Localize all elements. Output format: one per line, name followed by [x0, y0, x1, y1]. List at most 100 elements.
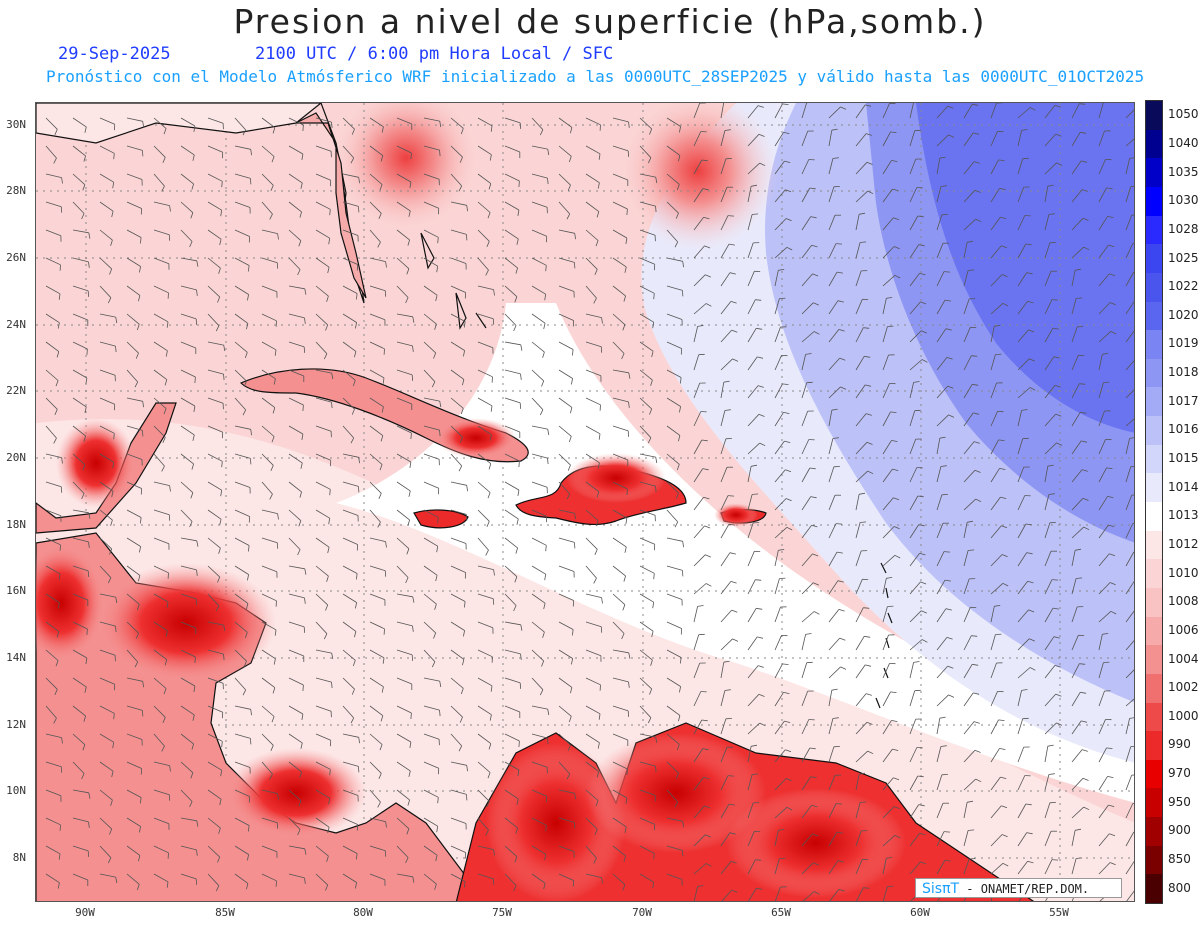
- pressure-map: [35, 102, 1135, 902]
- wind-barb-staff: [828, 357, 840, 371]
- wind-barb-flag: [355, 882, 357, 889]
- wind-barb-flag: [466, 234, 468, 241]
- wind-barb-flag: [462, 659, 465, 666]
- wind-barb-staff: [504, 173, 520, 182]
- wind-barb-staff: [315, 649, 332, 654]
- wind-barb-staff: [342, 789, 359, 796]
- wind-barb-flag: [836, 831, 843, 834]
- wind-barb-flag: [162, 157, 166, 163]
- wind-barb-staff: [693, 583, 707, 595]
- wind-barb-flag: [272, 407, 276, 414]
- wind-barb-staff: [99, 789, 113, 801]
- wind-barb-staff: [909, 467, 918, 483]
- wind-barb-staff: [45, 817, 61, 826]
- wind-barb-flag: [647, 157, 652, 164]
- wind-barb-staff: [99, 229, 113, 241]
- wind-barb-flag: [486, 241, 490, 247]
- wind-barb-flag: [304, 848, 307, 855]
- wind-barb-flag: [832, 437, 839, 439]
- wind-barb-flag: [729, 552, 736, 555]
- wind-barb-staff: [99, 733, 114, 743]
- wind-barb-staff: [180, 873, 197, 880]
- wind-barb-flag: [1051, 299, 1059, 301]
- wind-barb-flag: [655, 737, 658, 744]
- wind-barb-staff: [504, 341, 521, 346]
- wind-barb-staff: [126, 145, 143, 151]
- wind-barb-staff: [693, 634, 700, 651]
- wind-barb-staff: [1098, 553, 1110, 567]
- wind-barb-flag: [439, 150, 441, 157]
- wind-barb-flag: [975, 778, 982, 783]
- wind-barb-flag: [598, 433, 601, 440]
- wind-barb-flag: [1054, 665, 1061, 668]
- wind-barb-flag: [652, 602, 655, 609]
- wind-barb-flag: [623, 575, 626, 582]
- wind-barb-flag: [652, 882, 655, 889]
- wind-barb-flag: [890, 411, 897, 413]
- lon-label: 60W: [910, 906, 930, 919]
- wind-barb-staff: [936, 186, 942, 203]
- wind-barb-staff: [1098, 582, 1111, 595]
- colorbar-label: 950: [1168, 794, 1191, 809]
- wind-barb-staff: [126, 565, 141, 576]
- wind-barb-staff: [855, 750, 868, 763]
- wind-barb-staff: [720, 358, 733, 371]
- wind-barb-flag: [1056, 162, 1063, 166]
- wind-barb-flag: [994, 325, 1001, 327]
- wind-barb-flag: [247, 574, 249, 581]
- colorbar-segment: [1146, 559, 1162, 589]
- wind-barb-flag: [676, 744, 680, 751]
- wind-barb-flag: [598, 713, 601, 720]
- wind-barb-staff: [1125, 138, 1134, 147]
- wind-barb-staff: [720, 410, 726, 427]
- wind-barb-flag: [434, 323, 437, 330]
- wind-barb-flag: [940, 185, 947, 187]
- wind-barb-flag: [680, 377, 682, 384]
- wind-barb-flag: [270, 465, 274, 471]
- wind-barb-staff: [504, 145, 520, 153]
- wind-barb-staff: [882, 835, 896, 847]
- wind-barb-staff: [99, 593, 116, 598]
- wind-barb-flag: [81, 213, 85, 220]
- wind-barb-flag: [778, 829, 785, 831]
- wind-barb-staff: [585, 705, 601, 715]
- wind-barb-staff: [666, 509, 678, 523]
- wind-barb-flag: [705, 583, 712, 587]
- wind-barb-flag: [110, 799, 113, 806]
- wind-barb-staff: [261, 397, 276, 408]
- wind-barb-staff: [45, 705, 57, 719]
- wind-barb-flag: [866, 161, 873, 165]
- wind-barb-flag: [142, 710, 144, 717]
- wind-barb-flag: [724, 129, 731, 131]
- wind-barb-staff: [1071, 355, 1079, 371]
- wind-barb-flag: [945, 608, 952, 611]
- wind-barb-staff: [450, 173, 462, 187]
- wind-barb-flag: [88, 232, 91, 239]
- wind-barb-staff: [828, 609, 840, 623]
- wind-barb-flag: [621, 633, 625, 640]
- wind-barb-staff: [639, 593, 654, 603]
- wind-barb-staff: [882, 131, 891, 147]
- wind-barb-flag: [220, 210, 223, 217]
- wind-barb-flag: [109, 828, 113, 835]
- wind-barb-staff: [72, 481, 85, 494]
- wind-barb-staff: [1017, 158, 1024, 175]
- wind-barb-staff: [504, 593, 517, 606]
- wind-barb-flag: [88, 261, 90, 268]
- colorbar-segment: [1146, 845, 1162, 875]
- wind-barb-staff: [531, 733, 548, 739]
- wind-barb-flag: [727, 495, 735, 497]
- wind-barb-flag: [920, 301, 927, 305]
- wind-barb-staff: [207, 537, 221, 549]
- wind-barb-flag: [863, 327, 870, 329]
- wind-barb-staff: [180, 313, 197, 320]
- wind-barb-staff: [936, 414, 949, 427]
- wind-barb-staff: [369, 229, 381, 243]
- colorbar-label: 1013: [1168, 508, 1199, 523]
- wind-barb-staff: [369, 509, 381, 523]
- wind-barb-staff: [585, 817, 598, 830]
- wind-barb-staff: [747, 579, 756, 595]
- wind-barb-staff: [396, 397, 412, 405]
- wind-barb-staff: [828, 775, 836, 791]
- wind-barb-flag: [162, 437, 166, 443]
